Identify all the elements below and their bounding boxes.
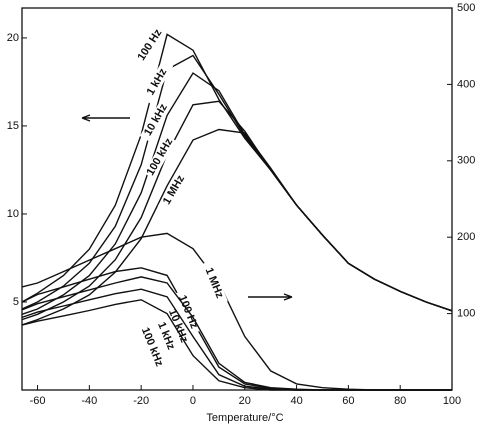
y2-tick-label: 100 bbox=[457, 308, 475, 320]
curve bbox=[21, 72, 453, 315]
x-tick-label: 20 bbox=[239, 395, 251, 407]
label-bg bbox=[157, 167, 191, 213]
x-tick-label: -20 bbox=[133, 395, 149, 407]
x-axis-title: Temperature/°C bbox=[206, 412, 283, 424]
x-tick-label: -40 bbox=[81, 395, 97, 407]
x-tick-label: 80 bbox=[394, 395, 406, 407]
label-bg bbox=[152, 313, 180, 359]
x-tick-label: 0 bbox=[190, 395, 196, 407]
label-bg bbox=[164, 303, 192, 349]
label-bg bbox=[143, 134, 177, 180]
plot-frame bbox=[21, 7, 453, 391]
curve bbox=[21, 54, 453, 312]
y-tick-label: 10 bbox=[7, 208, 19, 220]
y-tick-label: 20 bbox=[7, 32, 19, 44]
x-tick-label: 60 bbox=[342, 395, 354, 407]
label-bg bbox=[138, 324, 166, 370]
y2-tick-label: 400 bbox=[457, 78, 475, 90]
y2-tick-label: 500 bbox=[457, 2, 475, 14]
label-bg bbox=[140, 59, 174, 105]
curve bbox=[21, 276, 452, 391]
curve bbox=[21, 33, 453, 312]
y-tick-label: 5 bbox=[13, 296, 19, 308]
x-tick-label: 100 bbox=[443, 395, 461, 407]
curve-label: 1 kHz bbox=[145, 66, 170, 97]
x-tick-label: -60 bbox=[30, 395, 46, 407]
curve bbox=[21, 100, 453, 321]
label-bg bbox=[200, 260, 228, 306]
x-tick-label: 40 bbox=[290, 395, 302, 407]
y2-tick-label: 200 bbox=[457, 231, 475, 243]
curve-label: 100 Hz bbox=[135, 27, 164, 63]
y2-tick-label: 300 bbox=[457, 155, 475, 167]
label-bg bbox=[139, 97, 173, 143]
curve bbox=[21, 128, 453, 326]
y-tick-label: 15 bbox=[7, 120, 19, 132]
arrow-left bbox=[81, 114, 130, 122]
arrow-right bbox=[248, 293, 293, 301]
curve bbox=[21, 288, 452, 391]
curve-label: 1 MHz bbox=[203, 266, 226, 300]
label-bg bbox=[132, 23, 168, 67]
curve bbox=[21, 299, 452, 391]
